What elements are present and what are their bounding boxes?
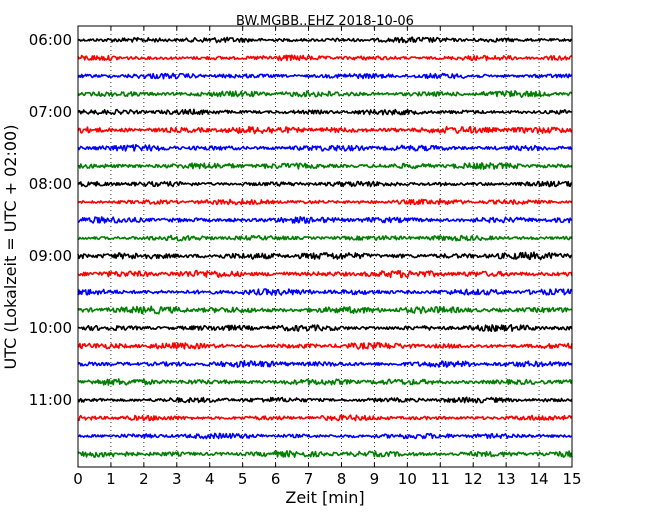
trace-0630 <box>77 72 573 80</box>
x-tick-label: 7 <box>304 470 314 488</box>
x-tick-label: 6 <box>271 470 281 488</box>
x-tick-label: 13 <box>497 470 516 488</box>
x-tick-label: 0 <box>73 470 83 488</box>
trace-0745 <box>77 162 573 170</box>
x-tick-label: 2 <box>139 470 149 488</box>
y-tick-label: 11:00 <box>29 391 72 409</box>
trace-1045 <box>77 378 573 386</box>
trace-0615 <box>77 54 573 62</box>
y-tick-label: 06:00 <box>29 31 72 49</box>
x-tick-label: 11 <box>431 470 450 488</box>
y-tick-label: 10:00 <box>29 319 72 337</box>
seismogram-traces <box>77 36 573 458</box>
trace-0730 <box>77 143 573 152</box>
trace-1100 <box>77 396 573 404</box>
trace-0815 <box>77 198 573 206</box>
trace-0830 <box>78 216 573 224</box>
x-tick-label: 3 <box>172 470 182 488</box>
trace-1130 <box>77 432 573 440</box>
x-tick-label: 8 <box>337 470 347 488</box>
y-tick-labels: 06:00 07:00 08:00 09:00 10:00 11:00 <box>29 31 72 409</box>
trace-0800 <box>77 180 573 188</box>
x-tick-label: 12 <box>464 470 483 488</box>
trace-1000 <box>77 324 573 332</box>
trace-0645 <box>77 90 573 98</box>
chart-title: BW.MGBB..EHZ 2018-10-06 <box>236 14 414 29</box>
x-tick-label: 1 <box>106 470 116 488</box>
trace-1030 <box>77 360 573 368</box>
plot-frame <box>77 25 573 468</box>
trace-1145 <box>77 450 573 458</box>
x-tick-label: 4 <box>205 470 215 488</box>
trace-0930 <box>77 288 573 296</box>
x-tick-labels: 0 1 2 3 4 5 6 7 8 9 10 11 12 13 14 15 <box>73 470 581 488</box>
trace-0845 <box>77 234 573 242</box>
y-axis-label: UTC (Lokalzeit = UTC + 02:00) <box>1 125 20 370</box>
trace-0945 <box>77 305 573 315</box>
x-axis-label: Zeit [min] <box>285 488 364 507</box>
x-tick-label: 9 <box>370 470 380 488</box>
vertical-gridlines <box>110 26 540 467</box>
trace-0600 <box>77 36 573 44</box>
y-tick-label: 07:00 <box>29 103 72 121</box>
axis-ticks <box>77 26 573 467</box>
y-tick-label: 08:00 <box>29 175 72 193</box>
trace-1115 <box>77 414 573 422</box>
trace-0915 <box>77 269 573 279</box>
x-tick-label: 15 <box>562 470 581 488</box>
trace-0900 <box>77 251 573 261</box>
trace-1015 <box>77 341 573 350</box>
x-tick-label: 5 <box>238 470 248 488</box>
trace-0715 <box>77 125 573 135</box>
y-tick-label: 09:00 <box>29 247 72 265</box>
x-tick-label: 14 <box>530 470 549 488</box>
x-tick-label: 10 <box>398 470 417 488</box>
trace-0700 <box>77 108 573 116</box>
